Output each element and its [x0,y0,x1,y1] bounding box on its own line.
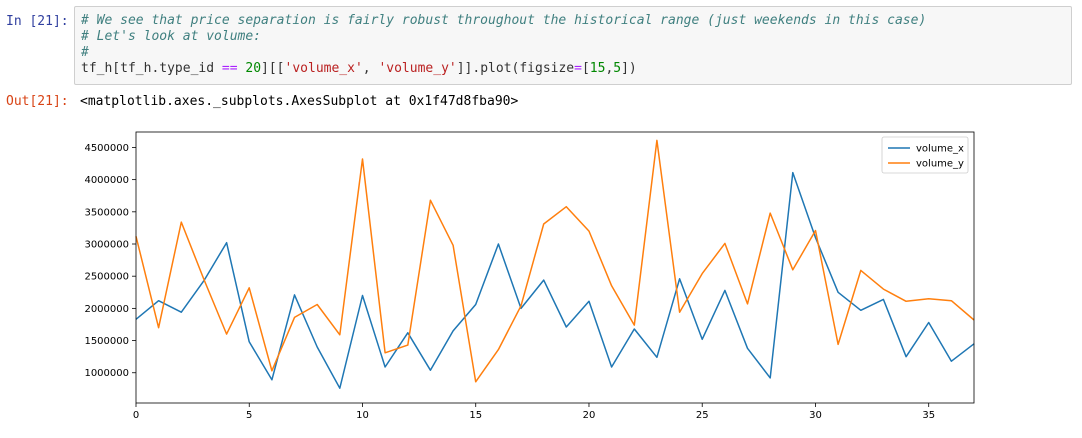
x-tick-label: 30 [809,410,822,421]
x-tick-label: 0 [133,410,139,421]
x-tick-label: 20 [583,410,596,421]
y-tick-label: 2500000 [84,272,129,283]
x-tick-label: 5 [246,410,252,421]
code-comment-line-3: # [81,45,89,60]
output-prompt: Out[21]: [6,94,69,109]
x-tick-label: 10 [356,410,369,421]
legend-label-volume_y: volume_y [916,159,964,170]
x-tick-label: 25 [696,410,709,421]
series-line-volume_y [135,139,975,383]
y-tick-label: 1500000 [84,336,129,347]
y-tick-label: 4000000 [84,175,129,186]
code-statement-line: tf_h[tf_h.type_id == 20][['volume_x', 'v… [81,61,637,76]
legend-box [881,136,969,174]
code-comment-line-2: # Let's look at volume: [81,29,262,44]
x-tick-label: 15 [469,410,482,421]
x-tick-label: 35 [922,410,935,421]
legend-label-volume_x: volume_x [916,144,964,155]
legend: volume_x volume_y [881,136,969,174]
line-chart-container: 0 5 10 15 20 25 30 35 1000000 1500000 2000000 25000… [80,120,1080,434]
y-tick-label: 1000000 [84,368,129,379]
y-tick-label: 2000000 [84,304,129,315]
output-repr-text: <matplotlib.axes._subplots.AxesSubplot a… [80,94,519,109]
code-input-area[interactable]: # We see that price separation is fairly… [74,6,1072,85]
y-tick-label: 4500000 [84,143,129,154]
series-line-volume_x [135,171,975,389]
code-comment-line-1: # We see that price separation is fairly… [81,13,927,28]
y-tick-label: 3500000 [84,207,129,218]
y-tick-label: 3000000 [84,240,129,251]
plot-frame [135,131,975,404]
input-prompt: In [21]: [6,14,69,29]
line-chart: 0 5 10 15 20 25 30 35 1000000 1500000 2000000 25000… [84,131,975,421]
